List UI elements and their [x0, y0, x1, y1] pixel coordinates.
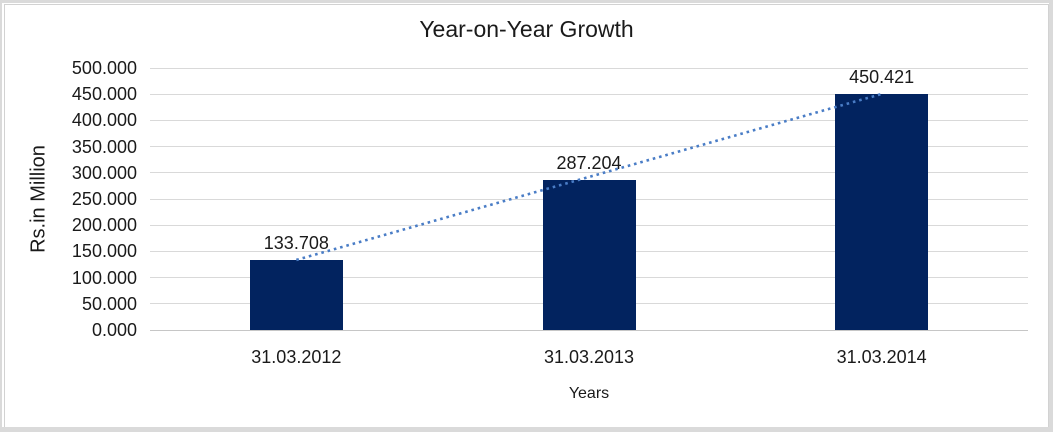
gridline [150, 119, 1028, 121]
y-tick-label: 50.000 [81, 293, 137, 314]
y-tick-label: 0.000 [91, 320, 137, 340]
bar-value-label: 133.708 [263, 232, 329, 253]
y-tick-label: 100.000 [71, 267, 137, 288]
y-tick-label: 300.000 [71, 162, 137, 183]
y-tick-label: 400.000 [71, 110, 137, 131]
x-axis-title: Years [568, 385, 610, 402]
y-tick-label: 450.000 [71, 84, 137, 105]
bar-value-label: 287.204 [556, 152, 622, 173]
bar-value-label: 450.421 [849, 66, 915, 87]
y-tick-label: 200.000 [71, 215, 137, 236]
chart-title: Year-on-Year Growth [419, 16, 634, 42]
gridline [150, 93, 1028, 95]
gridline [150, 67, 1028, 69]
bar [249, 259, 343, 330]
bar [835, 93, 929, 330]
gridline [150, 172, 1028, 174]
bar [542, 179, 636, 330]
x-tick-label: 31.03.2013 [543, 347, 635, 367]
y-tick-label: 350.000 [71, 136, 137, 157]
y-tick-label: 250.000 [71, 189, 137, 209]
y-tick-label: 500.000 [71, 58, 137, 78]
x-tick-label: 31.03.2012 [251, 347, 342, 367]
y-tick-label: 150.000 [71, 241, 137, 262]
x-tick-label: 31.03.2014 [836, 347, 927, 367]
gridline [150, 146, 1028, 148]
gridline [150, 329, 1028, 331]
